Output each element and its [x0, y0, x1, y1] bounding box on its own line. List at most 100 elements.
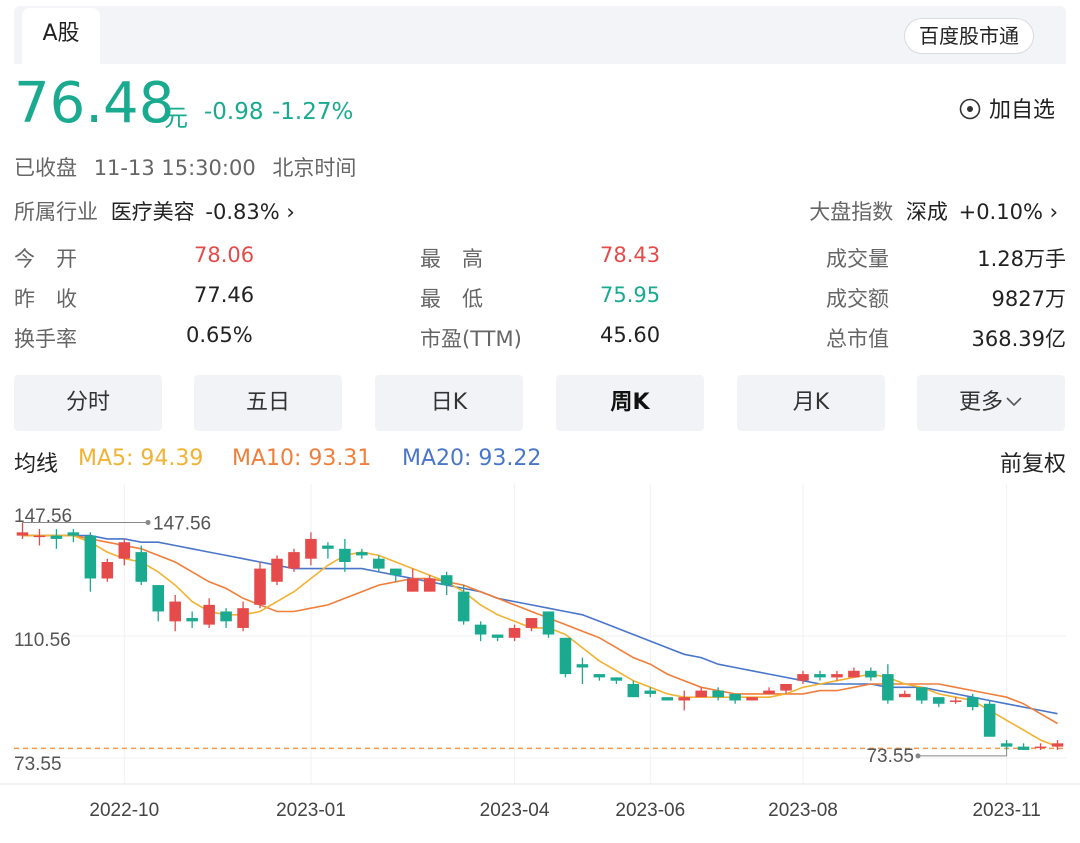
- candle: [678, 697, 690, 701]
- candle: [627, 683, 640, 698]
- ma10-legend: MA10: 93.31: [232, 446, 372, 471]
- industry-link[interactable]: 所属行业 医疗美容 -0.83% ›: [14, 196, 295, 226]
- candle: [746, 697, 758, 701]
- candle: [559, 637, 572, 675]
- min-label: 73.55: [866, 746, 914, 767]
- x-tick-label: 2022-10: [89, 800, 159, 821]
- price-change-pct: -1.27%: [272, 99, 354, 125]
- candle: [780, 683, 792, 691]
- candle: [67, 532, 80, 536]
- candle: [169, 601, 181, 622]
- mcap-label: 总市值: [826, 327, 889, 351]
- candle: [305, 538, 317, 559]
- market-status: 已收盘 11-13 15:30:00 北京时间: [14, 152, 356, 182]
- high-value: 78.43: [600, 243, 661, 267]
- volume-value: 1.28万手: [977, 247, 1066, 271]
- candle: [84, 535, 97, 579]
- y-tick-label: 73.55: [14, 754, 62, 775]
- x-tick-label: 2023-04: [480, 800, 550, 821]
- max-label: 147.56: [153, 513, 211, 534]
- tab-daily-k[interactable]: 日K: [375, 375, 523, 431]
- candle: [1000, 743, 1013, 747]
- min-callout-line: [918, 749, 1008, 757]
- tab-intraday[interactable]: 分时: [14, 375, 162, 431]
- index-change: +0.10%: [958, 200, 1043, 224]
- candle: [966, 697, 979, 708]
- candle: [712, 690, 724, 698]
- amount-label: 成交额: [826, 287, 889, 311]
- candle: [882, 674, 894, 701]
- candle: [576, 664, 589, 668]
- current-price: 76.48: [14, 71, 175, 136]
- industry-label: 所属行业: [14, 200, 98, 224]
- candle: [983, 703, 996, 737]
- low-value: 75.95: [600, 283, 661, 307]
- candle: [644, 690, 657, 694]
- tab-more-label: 更多: [958, 390, 1003, 415]
- candle: [916, 687, 928, 701]
- candle: [508, 627, 521, 638]
- index-link[interactable]: 大盘指数 深成 +0.10% ›: [809, 196, 1058, 226]
- quote-time: 11-13 15:30:00: [93, 156, 256, 180]
- ma5-legend: MA5: 94.39: [78, 446, 204, 471]
- plus-circle-icon: [959, 98, 981, 120]
- candle: [831, 674, 843, 678]
- candle: [440, 575, 453, 586]
- ma5-line: [22, 534, 1058, 748]
- weekly-k-chart[interactable]: 147.56 110.56 73.55 2022-10 2023-01 2023-04 20…: [0, 484, 1080, 843]
- candle: [203, 604, 215, 625]
- low-label: 最 低: [420, 287, 483, 311]
- candle: [729, 693, 741, 701]
- candle: [457, 591, 470, 622]
- add-watchlist-button[interactable]: 加自选: [958, 92, 1055, 124]
- tab-weekly-k[interactable]: 周K: [556, 375, 704, 431]
- tab-five-day[interactable]: 五日: [194, 375, 342, 431]
- candle: [186, 618, 198, 622]
- candle: [33, 535, 46, 538]
- pe-value: 45.60: [600, 323, 661, 347]
- adjust-toggle[interactable]: 前复权: [999, 452, 1066, 477]
- mcap-value: 368.39亿: [971, 327, 1066, 351]
- industry-name: 医疗美容: [110, 200, 195, 224]
- candle: [1051, 743, 1064, 747]
- stock-service-button[interactable]: 百度股市通: [904, 18, 1034, 54]
- candle: [220, 611, 232, 622]
- candle: [423, 578, 436, 592]
- pe-label: 市盈(TTM): [420, 327, 522, 351]
- candle: [237, 608, 249, 628]
- y-tick-label: 110.56: [14, 630, 71, 651]
- timezone: 北京时间: [272, 156, 357, 180]
- tab-more[interactable]: 更多: [917, 375, 1065, 431]
- x-tick-label: 2023-08: [768, 800, 838, 821]
- candle: [271, 558, 283, 582]
- candle: [356, 552, 368, 556]
- candle: [865, 670, 877, 678]
- add-watchlist-label: 加自选: [989, 98, 1056, 123]
- x-tick-label: 2023-06: [615, 800, 685, 821]
- high-label: 最 高: [420, 247, 483, 271]
- candle: [322, 545, 334, 549]
- prev-close-label: 昨 收: [14, 287, 77, 311]
- x-tick-label: 2023-01: [276, 800, 346, 821]
- candle: [16, 532, 29, 536]
- price-unit: 元: [164, 104, 188, 132]
- candle: [814, 674, 826, 678]
- amount-value: 9827万: [991, 287, 1066, 311]
- x-tick-label: 2023-11: [972, 800, 1040, 821]
- chevron-down-icon: [1006, 397, 1022, 407]
- candle: [525, 618, 538, 628]
- candle: [50, 535, 63, 539]
- tab-a-share[interactable]: A股: [22, 8, 100, 64]
- index-label: 大盘指数: [809, 200, 894, 224]
- ma20-legend: MA20: 93.22: [402, 446, 542, 471]
- tab-monthly-k[interactable]: 月K: [737, 375, 885, 431]
- candle: [610, 677, 623, 681]
- open-label: 今 开: [14, 247, 77, 271]
- min-callout-dot: [915, 753, 921, 759]
- candle: [118, 542, 131, 559]
- candle: [390, 568, 402, 576]
- candle: [763, 690, 775, 694]
- index-name: 深成: [905, 200, 948, 224]
- candle: [932, 697, 945, 704]
- candle: [1034, 746, 1047, 749]
